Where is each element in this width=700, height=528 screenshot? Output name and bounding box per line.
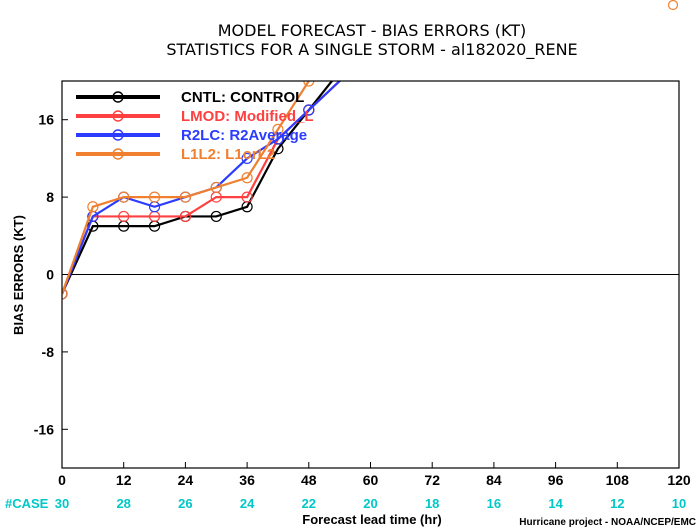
case-count-row: 30 28 26 24 22 20 18 16 14 12 10 <box>55 496 686 511</box>
y-tick-label-0: -16 <box>34 421 54 437</box>
case-count-5: 20 <box>363 496 377 511</box>
case-count-3: 24 <box>240 496 255 511</box>
data-point-1-2 <box>118 210 130 223</box>
case-count-0: 30 <box>55 496 69 511</box>
x-tick-label-3: 36 <box>239 472 255 488</box>
series-line-3 <box>62 81 310 295</box>
chart-title-line2: STATISTICS FOR A SINGLE STORM - al182020… <box>166 40 577 60</box>
y-tick-label-4: 16 <box>38 112 54 128</box>
legend-label-0: CNTL: CONTROL <box>181 89 304 106</box>
case-count-7: 16 <box>487 496 501 511</box>
plot-area <box>61 80 680 469</box>
series-extension-2 <box>308 81 342 111</box>
legend-swatch-marker-1 <box>112 110 124 122</box>
x-tick-label-10: 120 <box>667 472 691 488</box>
x-tick-label-4: 48 <box>301 472 317 488</box>
x-axis-label: Forecast lead time (hr) <box>302 512 441 527</box>
data-point-3-4 <box>179 191 191 203</box>
x-tick-label-8: 96 <box>548 472 564 488</box>
series-layer <box>62 81 342 300</box>
case-count-10: 10 <box>672 496 686 511</box>
data-point-3-6 <box>241 172 253 184</box>
legend-swatch-marker-2 <box>112 129 124 141</box>
data-point-2-6 <box>241 152 253 164</box>
x-tick-label-5: 60 <box>363 472 379 488</box>
y-tick-label-3: 8 <box>46 189 54 205</box>
data-point-3-0 <box>62 288 68 300</box>
x-tick-label-9: 108 <box>606 472 630 488</box>
corner-marker <box>667 0 679 11</box>
case-label: #CASE <box>5 496 49 511</box>
data-point-0-5 <box>210 210 222 223</box>
series-line-1 <box>62 109 310 295</box>
y-tick-label-2: 0 <box>46 267 54 283</box>
case-count-2: 26 <box>178 496 192 511</box>
y-axis-ticks: -16 -8 0 8 16 <box>34 112 68 437</box>
x-tick-label-6: 72 <box>424 472 440 488</box>
data-point-1-4 <box>179 210 191 223</box>
data-point-3-1 <box>87 201 99 213</box>
data-point-2-8 <box>303 104 315 116</box>
series-extension-0 <box>307 81 334 111</box>
x-tick-label-1: 12 <box>116 472 132 488</box>
y-tick-label-1: -8 <box>42 344 55 360</box>
x-tick-label-2: 24 <box>178 472 194 488</box>
legend-label-2: R2LC: R2Average <box>181 127 307 144</box>
legend-label-3: L1L2: L1orL2 <box>181 146 275 163</box>
case-count-1: 28 <box>116 496 130 511</box>
x-tick-label-0: 0 <box>58 472 66 488</box>
legend: CNTL: CONTROL LMOD: Modified_L R2LC: R2Ave… <box>76 89 313 163</box>
legend-swatch-marker-3 <box>112 148 124 160</box>
case-count-8: 14 <box>548 496 563 511</box>
legend-swatch-marker-0 <box>112 91 124 103</box>
case-count-4: 22 <box>302 496 316 511</box>
data-point-3-8 <box>303 81 315 87</box>
data-point-1-6 <box>241 191 253 203</box>
case-count-9: 12 <box>610 496 624 511</box>
data-point-3-2 <box>118 191 130 203</box>
x-axis-ticks: 0 12 24 36 48 60 72 84 96 108 120 <box>58 462 691 488</box>
chart-title-line1: MODEL FORECAST - BIAS ERRORS (KT) <box>218 21 527 40</box>
data-point-3-5 <box>210 181 222 194</box>
x-tick-label-7: 84 <box>486 472 502 488</box>
legend-label-1: LMOD: Modified_L <box>181 108 313 125</box>
data-point-3-7 <box>272 123 284 135</box>
data-point-3-3 <box>148 191 161 203</box>
credit-text: Hurricane project - NOAA/NCEP/EMC <box>519 517 696 528</box>
case-count-6: 18 <box>425 496 439 511</box>
y-axis-label: BIAS ERRORS (KT) <box>11 215 26 335</box>
